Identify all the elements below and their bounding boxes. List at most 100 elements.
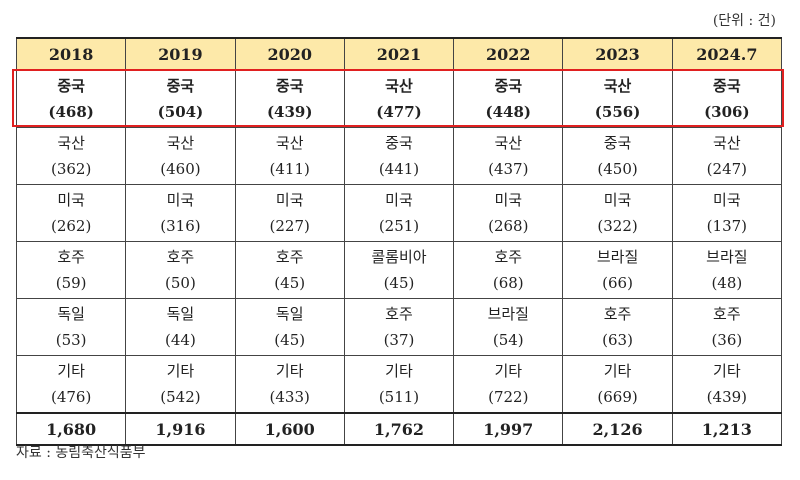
- origin-cell: 중국 (504): [125, 69, 236, 128]
- origin-cell: 미국 (262): [15, 184, 127, 242]
- origin-name: 호주: [57, 248, 85, 266]
- origin-cell: 호주 (37): [343, 298, 455, 356]
- origin-name: 콜롬비아: [371, 248, 427, 266]
- origin-count: (37): [383, 331, 415, 349]
- origin-cell: 기타 (722): [453, 355, 564, 414]
- origin-cell: 기타 (542): [125, 355, 236, 414]
- origin-name: 호주: [275, 248, 304, 266]
- origin-cell: 미국 (268): [453, 184, 564, 242]
- origin-name: 중국: [385, 134, 413, 152]
- origin-count: (137): [706, 217, 748, 235]
- total-cell: 1,762: [343, 412, 455, 446]
- year-header-cell: 2020: [234, 37, 345, 71]
- origin-count: (48): [711, 274, 743, 292]
- origin-name: 미국: [57, 191, 85, 209]
- origin-count: (268): [488, 217, 529, 235]
- origin-name: 호주: [385, 305, 413, 323]
- origin-name: 중국: [275, 77, 304, 95]
- total-cell: 1,997: [453, 412, 564, 446]
- origin-cell: 국산 (437): [453, 127, 564, 185]
- origin-row: 국산 (362) 국산 (460) 국산 (411) 중국 (441) 국산 (437) 중국 (45…: [15, 127, 783, 185]
- origin-count: (262): [50, 217, 92, 235]
- origin-cell: 브라질 (66): [562, 241, 673, 299]
- origin-cell: 미국 (322): [562, 184, 673, 242]
- origin-count: (322): [597, 217, 638, 235]
- origin-name: 독일: [275, 305, 304, 323]
- origin-cell: 기타 (669): [562, 355, 673, 414]
- origin-name: 기타: [275, 362, 304, 380]
- origin-name: 독일: [57, 305, 85, 323]
- origin-cell: 미국 (227): [234, 184, 345, 242]
- origin-name: 국산: [166, 134, 195, 152]
- year-header-cell: 2024.7: [671, 37, 783, 71]
- origin-cell: 미국 (137): [671, 184, 783, 242]
- origin-name: 국산: [275, 134, 304, 152]
- origin-count: (439): [706, 388, 748, 406]
- table-body: 중국 (468) 중국 (504) 중국 (439) 국산 (477) 중국 (448) 국산 (55…: [15, 69, 783, 414]
- origin-name: 미국: [275, 191, 304, 209]
- origin-name: 중국: [57, 77, 85, 95]
- year-header-cell: 2018: [15, 37, 127, 71]
- origin-cell: 독일 (44): [125, 298, 236, 356]
- year-header-cell: 2019: [125, 37, 236, 71]
- origin-count: (450): [597, 160, 638, 178]
- origin-count: (362): [50, 160, 92, 178]
- origin-cell: 호주 (68): [453, 241, 564, 299]
- origin-name: 미국: [713, 191, 741, 209]
- origin-count: (511): [378, 388, 420, 406]
- origin-name: 중국: [494, 77, 523, 95]
- origin-cell: 국산 (460): [125, 127, 236, 185]
- origin-name: 국산: [603, 77, 632, 95]
- origin-name: 기타: [713, 362, 741, 380]
- origin-cell: 독일 (45): [234, 298, 345, 356]
- origin-cell: 중국 (448): [453, 69, 564, 128]
- origin-cell: 중국 (450): [562, 127, 673, 185]
- total-row: 1,680 1,916 1,600 1,762 1,997 2,126 1,21…: [15, 412, 783, 446]
- origin-cell: 중국 (468): [15, 69, 127, 128]
- origin-cell: 중국 (306): [671, 69, 783, 128]
- total-cell: 1,600: [234, 412, 345, 446]
- origin-count: (468): [48, 103, 94, 121]
- origin-count: (542): [160, 388, 201, 406]
- origin-cell: 호주 (50): [125, 241, 236, 299]
- origin-count: (247): [706, 160, 748, 178]
- origin-name: 중국: [166, 77, 195, 95]
- origin-cell: 호주 (36): [671, 298, 783, 356]
- unit-note: (단위 : 건): [712, 13, 776, 29]
- origin-cell: 브라질 (54): [453, 298, 564, 356]
- origin-count: (36): [711, 331, 743, 349]
- origin-count: (477): [376, 103, 422, 121]
- total-cell: 1,680: [15, 412, 127, 446]
- origin-count: (476): [50, 388, 92, 406]
- source-note: 자료 : 농림축산식품부: [16, 445, 146, 461]
- origin-name: 브라질: [706, 248, 748, 266]
- origin-name: 독일: [166, 305, 195, 323]
- origin-count: (669): [597, 388, 638, 406]
- origin-count: (441): [378, 160, 420, 178]
- origin-count: (439): [266, 103, 313, 121]
- top-origin-row: 중국 (468) 중국 (504) 중국 (439) 국산 (477) 중국 (448) 국산 (55…: [15, 69, 783, 128]
- origin-name: 호주: [494, 248, 523, 266]
- origin-count: (45): [383, 274, 415, 292]
- origin-count: (63): [602, 331, 633, 349]
- origin-cell: 기타 (439): [671, 355, 783, 414]
- origin-count: (411): [269, 160, 310, 178]
- origin-name: 중국: [603, 134, 632, 152]
- origin-cell: 브라질 (48): [671, 241, 783, 299]
- origin-name: 미국: [494, 191, 523, 209]
- origin-count: (59): [55, 274, 87, 292]
- origin-count: (44): [165, 331, 196, 349]
- origin-name: 기타: [57, 362, 85, 380]
- origin-count: (437): [488, 160, 529, 178]
- origin-cell: 콜롬비아 (45): [343, 241, 455, 299]
- origin-name: 브라질: [596, 248, 639, 266]
- origin-cell: 중국 (439): [234, 69, 345, 128]
- origin-cell: 국산 (247): [671, 127, 783, 185]
- origin-name: 미국: [603, 191, 632, 209]
- origin-row: 미국 (262) 미국 (316) 미국 (227) 미국 (251) 미국 (268) 미국 (32…: [15, 184, 783, 242]
- origin-name: 호주: [713, 305, 741, 323]
- year-header-cell: 2021: [343, 37, 455, 71]
- origin-name: 기타: [166, 362, 195, 380]
- origin-cell: 독일 (53): [15, 298, 127, 356]
- origin-count: (556): [594, 103, 641, 121]
